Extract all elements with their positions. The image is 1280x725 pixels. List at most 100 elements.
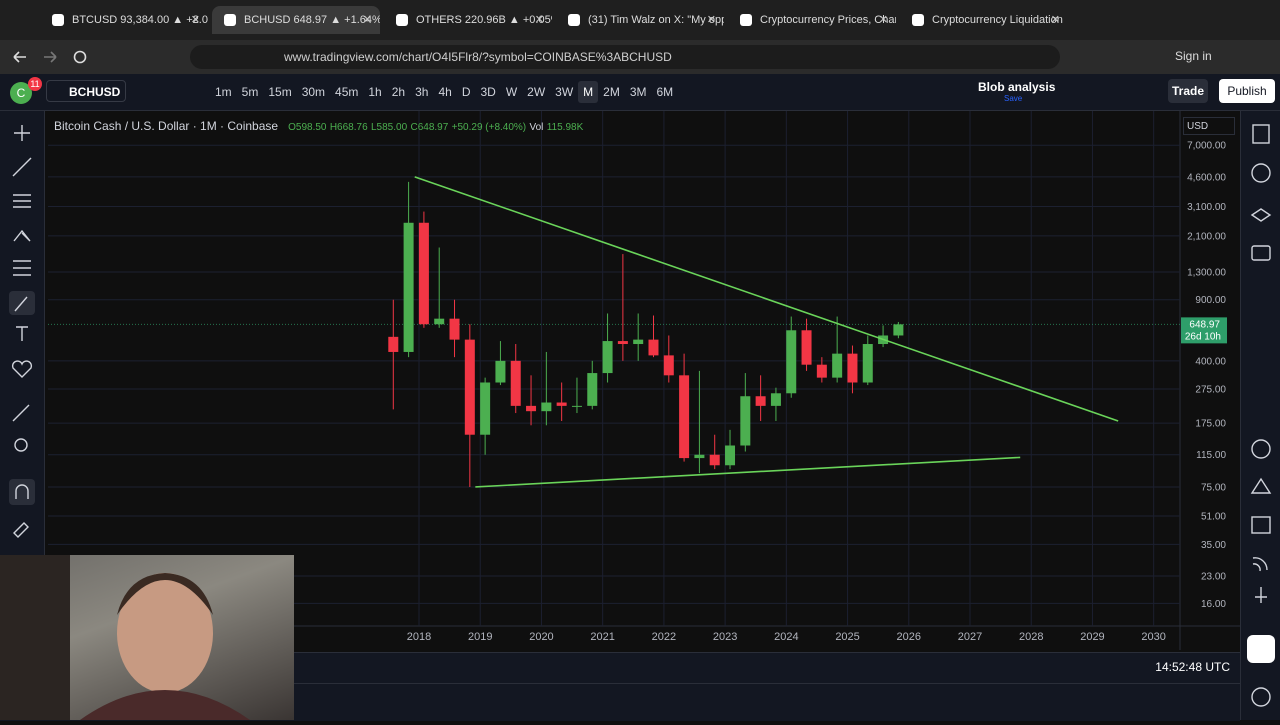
browser-tab[interactable]: OTHERS 220.96B ▲ +0.05% ✕ bbox=[384, 6, 552, 34]
tab-close[interactable]: ✕ bbox=[1050, 14, 1060, 26]
interval-button[interactable]: D bbox=[461, 85, 471, 99]
reload-button[interactable] bbox=[73, 50, 87, 64]
shirt bbox=[80, 690, 250, 720]
interval-button[interactable]: 3M bbox=[629, 85, 647, 99]
interval-button[interactable]: 2W bbox=[527, 85, 546, 99]
favorites-tool[interactable] bbox=[11, 360, 33, 378]
alerts-icon[interactable] bbox=[1251, 163, 1271, 183]
interval-button[interactable]: W bbox=[505, 85, 518, 99]
avatar[interactable]: C bbox=[10, 82, 32, 104]
last-price-label: 648.97 bbox=[1189, 319, 1220, 330]
forward-button[interactable] bbox=[44, 51, 57, 63]
browser-tab[interactable]: BCHUSD 648.97 ▲ +1.64% | ✕ bbox=[212, 6, 380, 34]
trendline bbox=[414, 176, 1119, 422]
lock-tool[interactable] bbox=[13, 522, 29, 538]
candle-body bbox=[862, 344, 873, 383]
trendline bbox=[475, 456, 1021, 488]
browser-tab[interactable]: Cryptocurrency Liquidation ✕ bbox=[900, 6, 1068, 34]
background-dark bbox=[0, 555, 70, 720]
publish-button[interactable]: Publish bbox=[1219, 79, 1275, 103]
legend-change: +50.29 (+8.40%) bbox=[451, 122, 527, 133]
interval-button[interactable]: 15m bbox=[268, 85, 292, 99]
interval-list: 1m 5m 15m 30m 45m 1h 2h 3h 4h D 3D W 2W 3W M 2M 3M 6M bbox=[210, 81, 678, 103]
pattern-tool[interactable] bbox=[13, 229, 31, 242]
browser-tab[interactable]: BTCUSD 93,384.00 ▲ +2.07%✕ bbox=[40, 6, 208, 34]
zoom-tool[interactable] bbox=[14, 438, 28, 452]
candle-body bbox=[556, 402, 567, 406]
help-icon[interactable] bbox=[1251, 687, 1271, 707]
candle-body bbox=[480, 382, 491, 435]
x-tick-label: 2029 bbox=[1080, 631, 1104, 643]
notification-badge: 11 bbox=[28, 77, 42, 91]
right-sidebar bbox=[1240, 111, 1280, 720]
interval-button[interactable]: 3D bbox=[480, 85, 496, 99]
tab-icon bbox=[52, 14, 64, 26]
back-button[interactable] bbox=[13, 51, 26, 63]
measure-tool[interactable] bbox=[12, 404, 30, 422]
candle-body bbox=[418, 222, 429, 325]
interval-button[interactable]: M bbox=[578, 81, 599, 103]
candle-body bbox=[786, 330, 797, 394]
interval-button[interactable]: 45m bbox=[335, 85, 359, 99]
x-tick-label: 2020 bbox=[529, 631, 553, 643]
target-icon[interactable] bbox=[1251, 439, 1271, 459]
browser-tab[interactable]: (31) Tim Walz on X: "My opp ✕ bbox=[556, 6, 724, 34]
candle-body bbox=[663, 355, 674, 376]
clock: 14:52:48 UTC bbox=[1155, 660, 1230, 674]
apps-button[interactable] bbox=[1247, 635, 1275, 663]
interval-button[interactable]: 4h bbox=[438, 85, 452, 99]
candle-body bbox=[816, 364, 827, 378]
fib-tool[interactable] bbox=[13, 194, 31, 208]
interval-button[interactable]: 5m bbox=[241, 85, 259, 99]
symbol-title: Bitcoin Cash / U.S. Dollar · 1M · Coinba… bbox=[54, 119, 279, 133]
save-label[interactable]: Save bbox=[1004, 94, 1023, 103]
candle-body bbox=[602, 341, 613, 374]
candle-body bbox=[770, 393, 781, 406]
calendar-icon[interactable] bbox=[1251, 516, 1271, 534]
interval-button[interactable]: 2M bbox=[603, 85, 620, 99]
browser-tab[interactable]: Cryptocurrency Prices, Chart ✕ bbox=[728, 6, 896, 34]
sign-in[interactable]: Sign in bbox=[1175, 49, 1212, 63]
interval-button[interactable]: 6M bbox=[656, 85, 674, 99]
symbol-search[interactable]: BCHUSD bbox=[46, 80, 126, 102]
trendline-tool[interactable] bbox=[12, 157, 32, 177]
trade-button[interactable]: Trade bbox=[1168, 79, 1208, 103]
interval-button[interactable]: 30m bbox=[301, 85, 326, 99]
tab-title: OTHERS 220.96B ▲ +0.05% bbox=[416, 14, 552, 26]
magnet-tool[interactable] bbox=[9, 479, 35, 505]
interval-button[interactable]: 3W bbox=[555, 85, 574, 99]
candle-body bbox=[893, 324, 904, 336]
y-tick-label: 3,100.00 bbox=[1187, 202, 1226, 213]
interval-button[interactable]: 1m bbox=[215, 85, 232, 99]
crosshair-tool[interactable] bbox=[14, 125, 30, 141]
tab-close[interactable]: ✕ bbox=[190, 14, 200, 26]
watchlist-icon[interactable] bbox=[1252, 124, 1270, 144]
layout-name[interactable]: Blob analysis bbox=[978, 80, 1056, 94]
chat-icon[interactable] bbox=[1251, 245, 1271, 261]
text-tool[interactable] bbox=[16, 326, 28, 341]
candle-body bbox=[694, 454, 705, 459]
ideas-icon[interactable] bbox=[1250, 477, 1272, 494]
layers-icon[interactable] bbox=[1250, 208, 1272, 222]
interval-button[interactable]: 1h bbox=[368, 85, 382, 99]
interval-button[interactable]: 2h bbox=[391, 85, 406, 99]
interval-button[interactable]: 3h bbox=[415, 85, 429, 99]
tab-close[interactable]: ✕ bbox=[706, 14, 716, 26]
notifications-icon[interactable] bbox=[1255, 587, 1267, 603]
tab-close[interactable]: ✕ bbox=[878, 14, 888, 26]
legend-open: O598.50 bbox=[288, 122, 327, 133]
legend-high: H668.76 bbox=[329, 122, 368, 133]
candle-body bbox=[587, 373, 598, 406]
browser-tab-strip: BTCUSD 93,384.00 ▲ +2.07%✕BCHUSD 648.97 … bbox=[0, 0, 1280, 40]
tab-close[interactable]: ✕ bbox=[362, 14, 372, 26]
stream-icon[interactable] bbox=[1252, 557, 1268, 572]
candle-body bbox=[832, 353, 843, 378]
nav-buttons bbox=[13, 50, 87, 64]
forecast-tool[interactable] bbox=[13, 260, 31, 276]
url-field[interactable]: www.tradingview.com/chart/O4I5Flr8/?symb… bbox=[190, 45, 1060, 69]
currency-selector[interactable]: USD bbox=[1183, 117, 1235, 135]
tab-close[interactable]: ✕ bbox=[534, 14, 544, 26]
sidebar-icons bbox=[1247, 124, 1275, 707]
